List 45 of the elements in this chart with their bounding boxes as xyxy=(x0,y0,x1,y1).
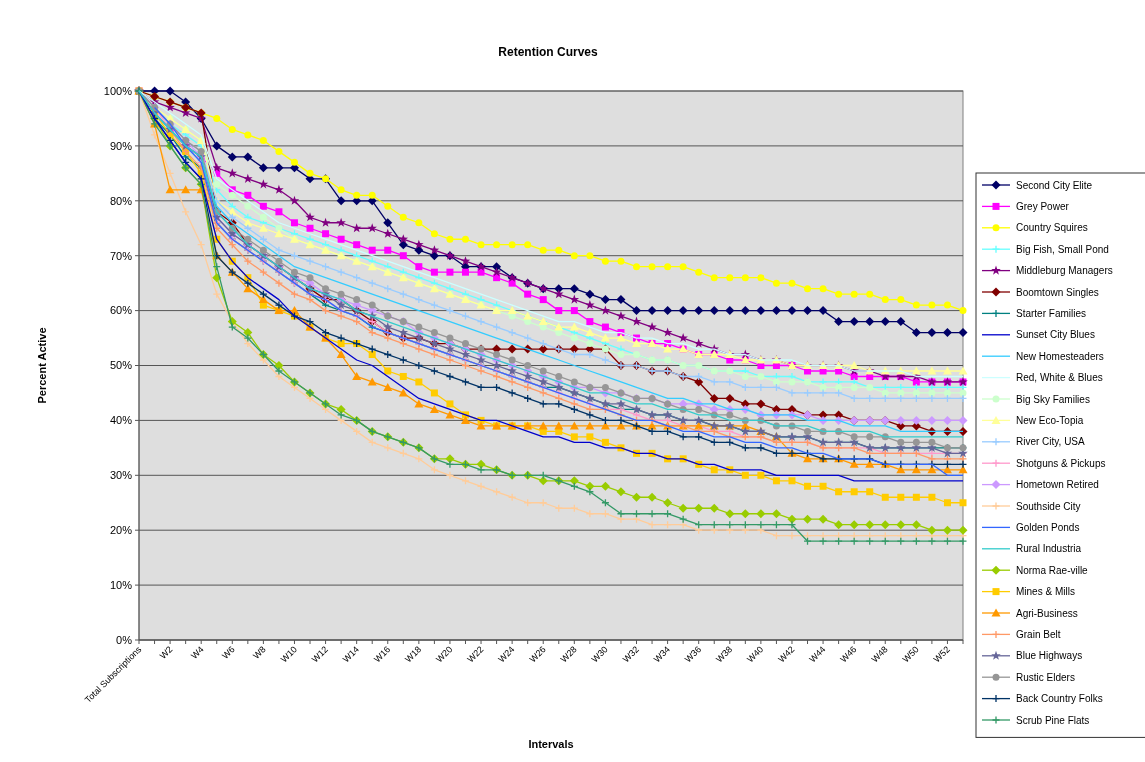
legend-label: New Homesteaders xyxy=(1016,350,1104,362)
x-tick-label: W4 xyxy=(188,644,206,661)
x-axis-title: Intervals xyxy=(528,738,574,750)
legend-label: Golden Ponds xyxy=(1016,521,1080,533)
legend-label: New Eco-Topia xyxy=(1016,414,1084,426)
legend-label: Hometown Retired xyxy=(1016,479,1099,491)
y-tick-label: 40% xyxy=(109,414,133,427)
legend-label: Agri-Business xyxy=(1016,607,1078,619)
legend-label: Rural Industria xyxy=(1016,543,1082,555)
y-tick-label: 100% xyxy=(103,84,133,97)
y-tick-label: 20% xyxy=(109,524,133,537)
y-tick-label: 0% xyxy=(116,633,133,646)
x-tick-label: W8 xyxy=(251,644,268,661)
x-tick-label: W2 xyxy=(157,644,175,661)
legend-label: Scrub Pine Flats xyxy=(1016,714,1090,726)
legend-label: Mines & Mills xyxy=(1016,586,1075,598)
chart-title: Retention Curves xyxy=(498,45,598,59)
legend-label: Grey Power xyxy=(1016,200,1070,212)
legend-label: Blue Highways xyxy=(1016,650,1083,662)
legend-label: Country Squires xyxy=(1016,222,1088,234)
x-tick-label: W6 xyxy=(220,644,237,661)
y-tick-label: 80% xyxy=(109,194,133,207)
y-tick-label: 10% xyxy=(109,578,133,591)
legend-label: Back Country Folks xyxy=(1016,693,1103,705)
legend-label: Sunset City Blues xyxy=(1016,329,1095,341)
legend-label: Middleburg Managers xyxy=(1016,265,1113,277)
y-tick-label: 50% xyxy=(109,359,133,372)
legend-label: Red, White & Blues xyxy=(1016,372,1103,384)
legend-label: Second City Elite xyxy=(1016,179,1093,191)
x-tick-label: W40 xyxy=(745,644,766,665)
y-tick-label: 60% xyxy=(109,304,133,317)
legend-label: Big Fish, Small Pond xyxy=(1016,243,1109,255)
legend-label: Shotguns & Pickups xyxy=(1016,457,1106,469)
y-axis-title: Percent Active xyxy=(36,327,48,404)
legend-label: Norma Rae-ville xyxy=(1016,564,1089,576)
y-tick-label: 90% xyxy=(109,139,133,152)
legend-label: Big Sky Families xyxy=(1016,393,1090,405)
y-tick-label: 70% xyxy=(109,249,133,262)
legend-label: Starter Families xyxy=(1016,307,1087,319)
legend-label: Boomtown Singles xyxy=(1016,286,1099,298)
legend-label: Southside City xyxy=(1016,500,1081,512)
legend-label: Grain Belt xyxy=(1016,628,1061,640)
legend-label: Rustic Elders xyxy=(1016,671,1075,683)
y-tick-label: 30% xyxy=(109,469,133,482)
legend-label: River City, USA xyxy=(1016,436,1086,448)
